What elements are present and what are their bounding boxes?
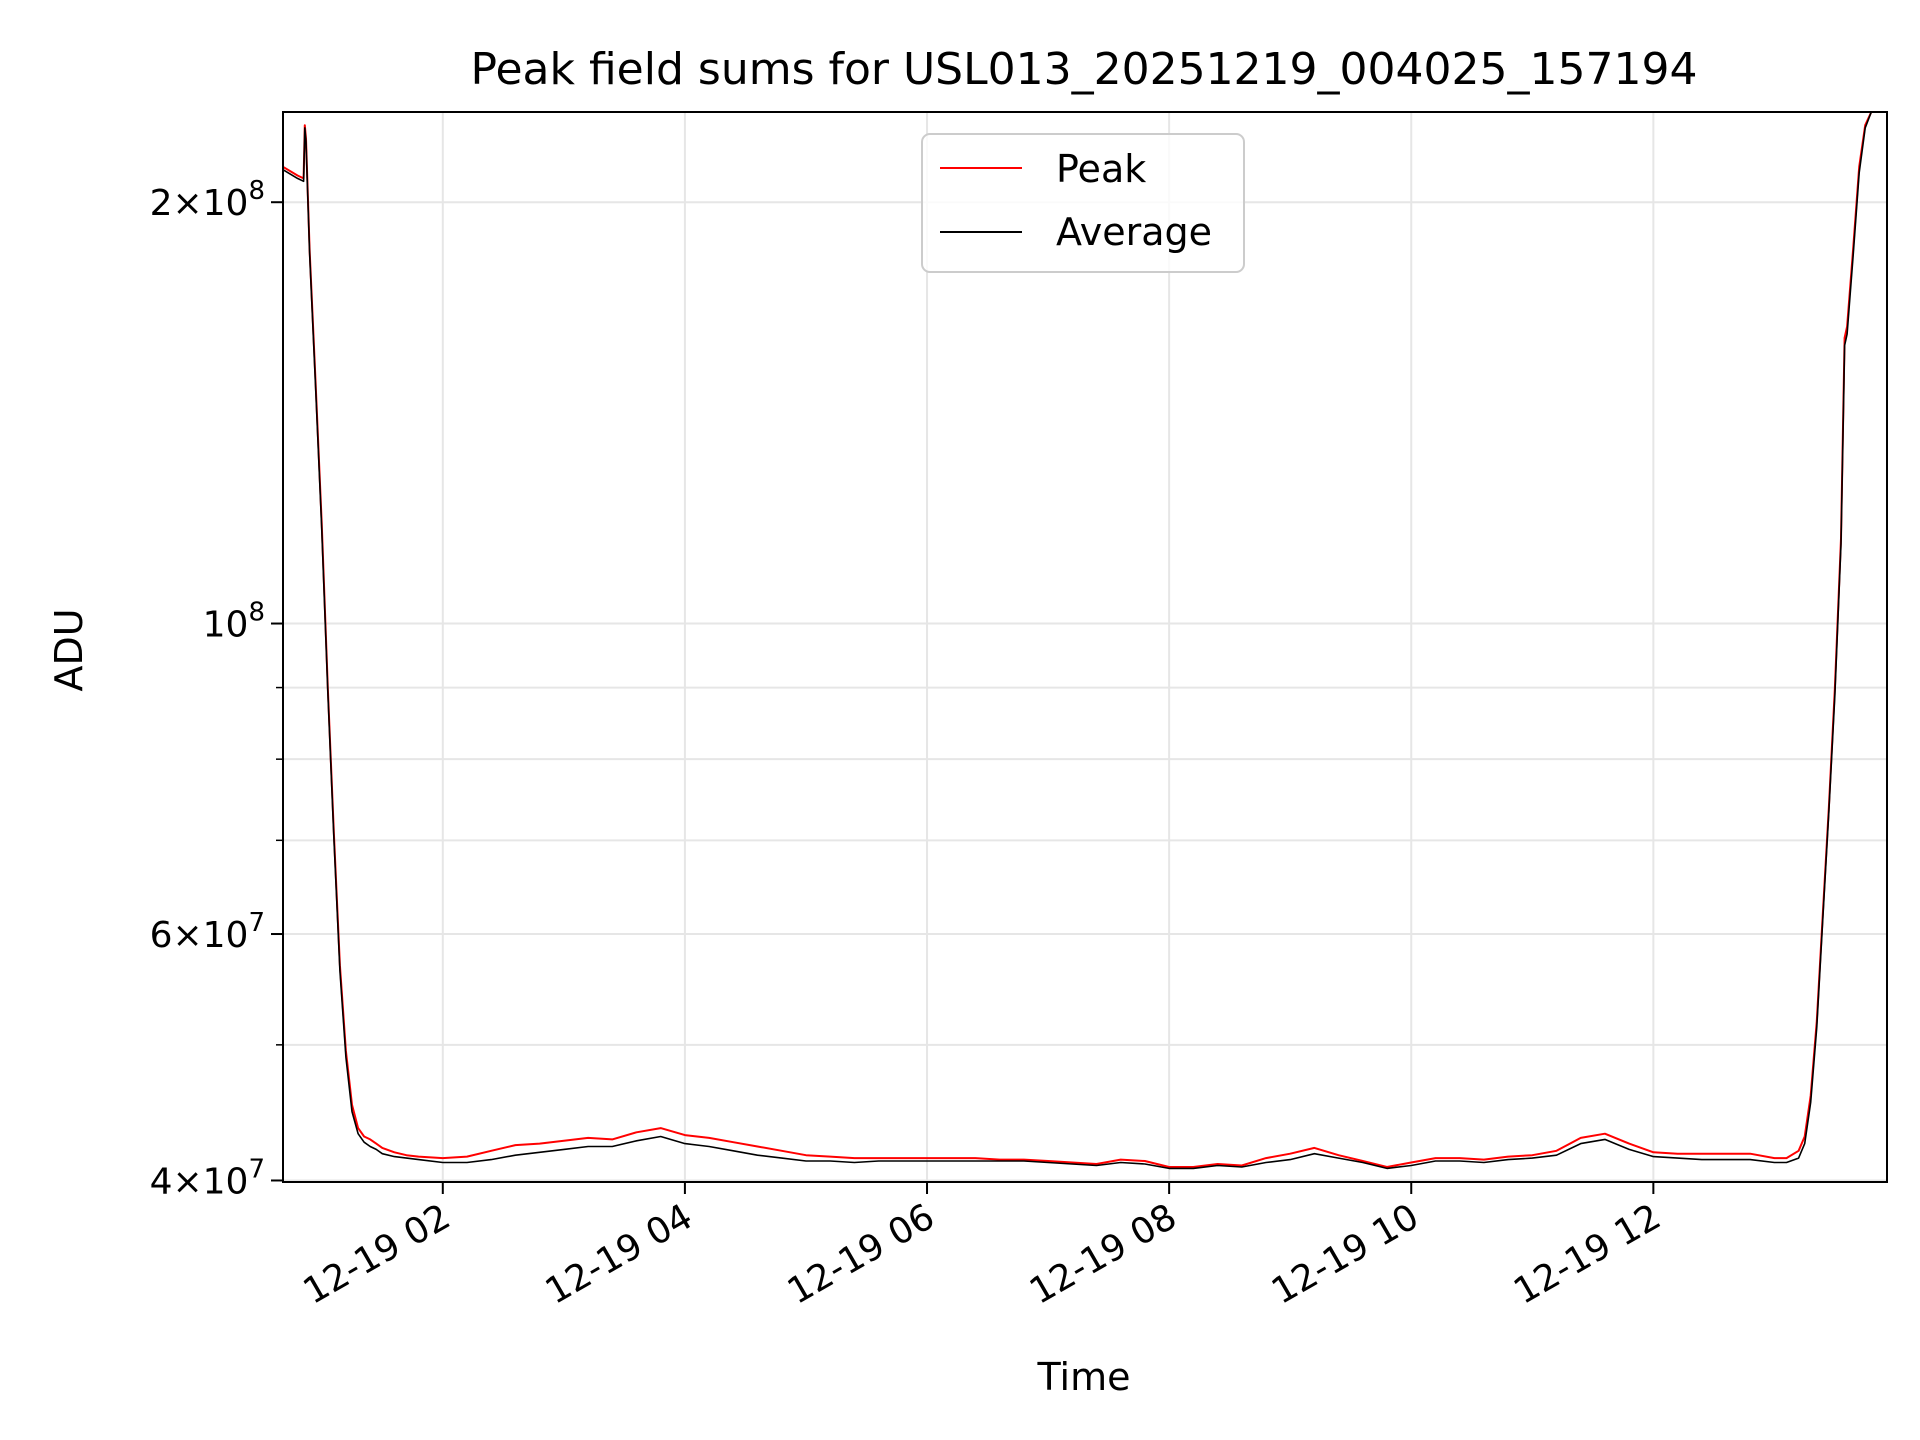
- y-axis-label: ADU: [47, 608, 91, 691]
- legend-label-peak: Peak: [1056, 147, 1146, 191]
- plot-frame: [282, 111, 1888, 1183]
- series-layer: [283, 112, 1887, 1170]
- y-tick-label-1: 6×107: [150, 908, 265, 956]
- series-line-average: [283, 112, 1887, 1170]
- legend: Peak Average: [921, 133, 1245, 273]
- chart-title: Peak field sums for USL013_20251219_0040…: [471, 44, 1698, 95]
- series-line-peak: [283, 112, 1887, 1168]
- y-tick-label-0: 4×107: [150, 1154, 265, 1202]
- legend-label-average: Average: [1056, 210, 1212, 254]
- y-tick-label-3: 2×108: [150, 176, 265, 224]
- x-axis-label: Time: [1037, 1355, 1131, 1399]
- y-tick-label-2: 108: [203, 598, 265, 646]
